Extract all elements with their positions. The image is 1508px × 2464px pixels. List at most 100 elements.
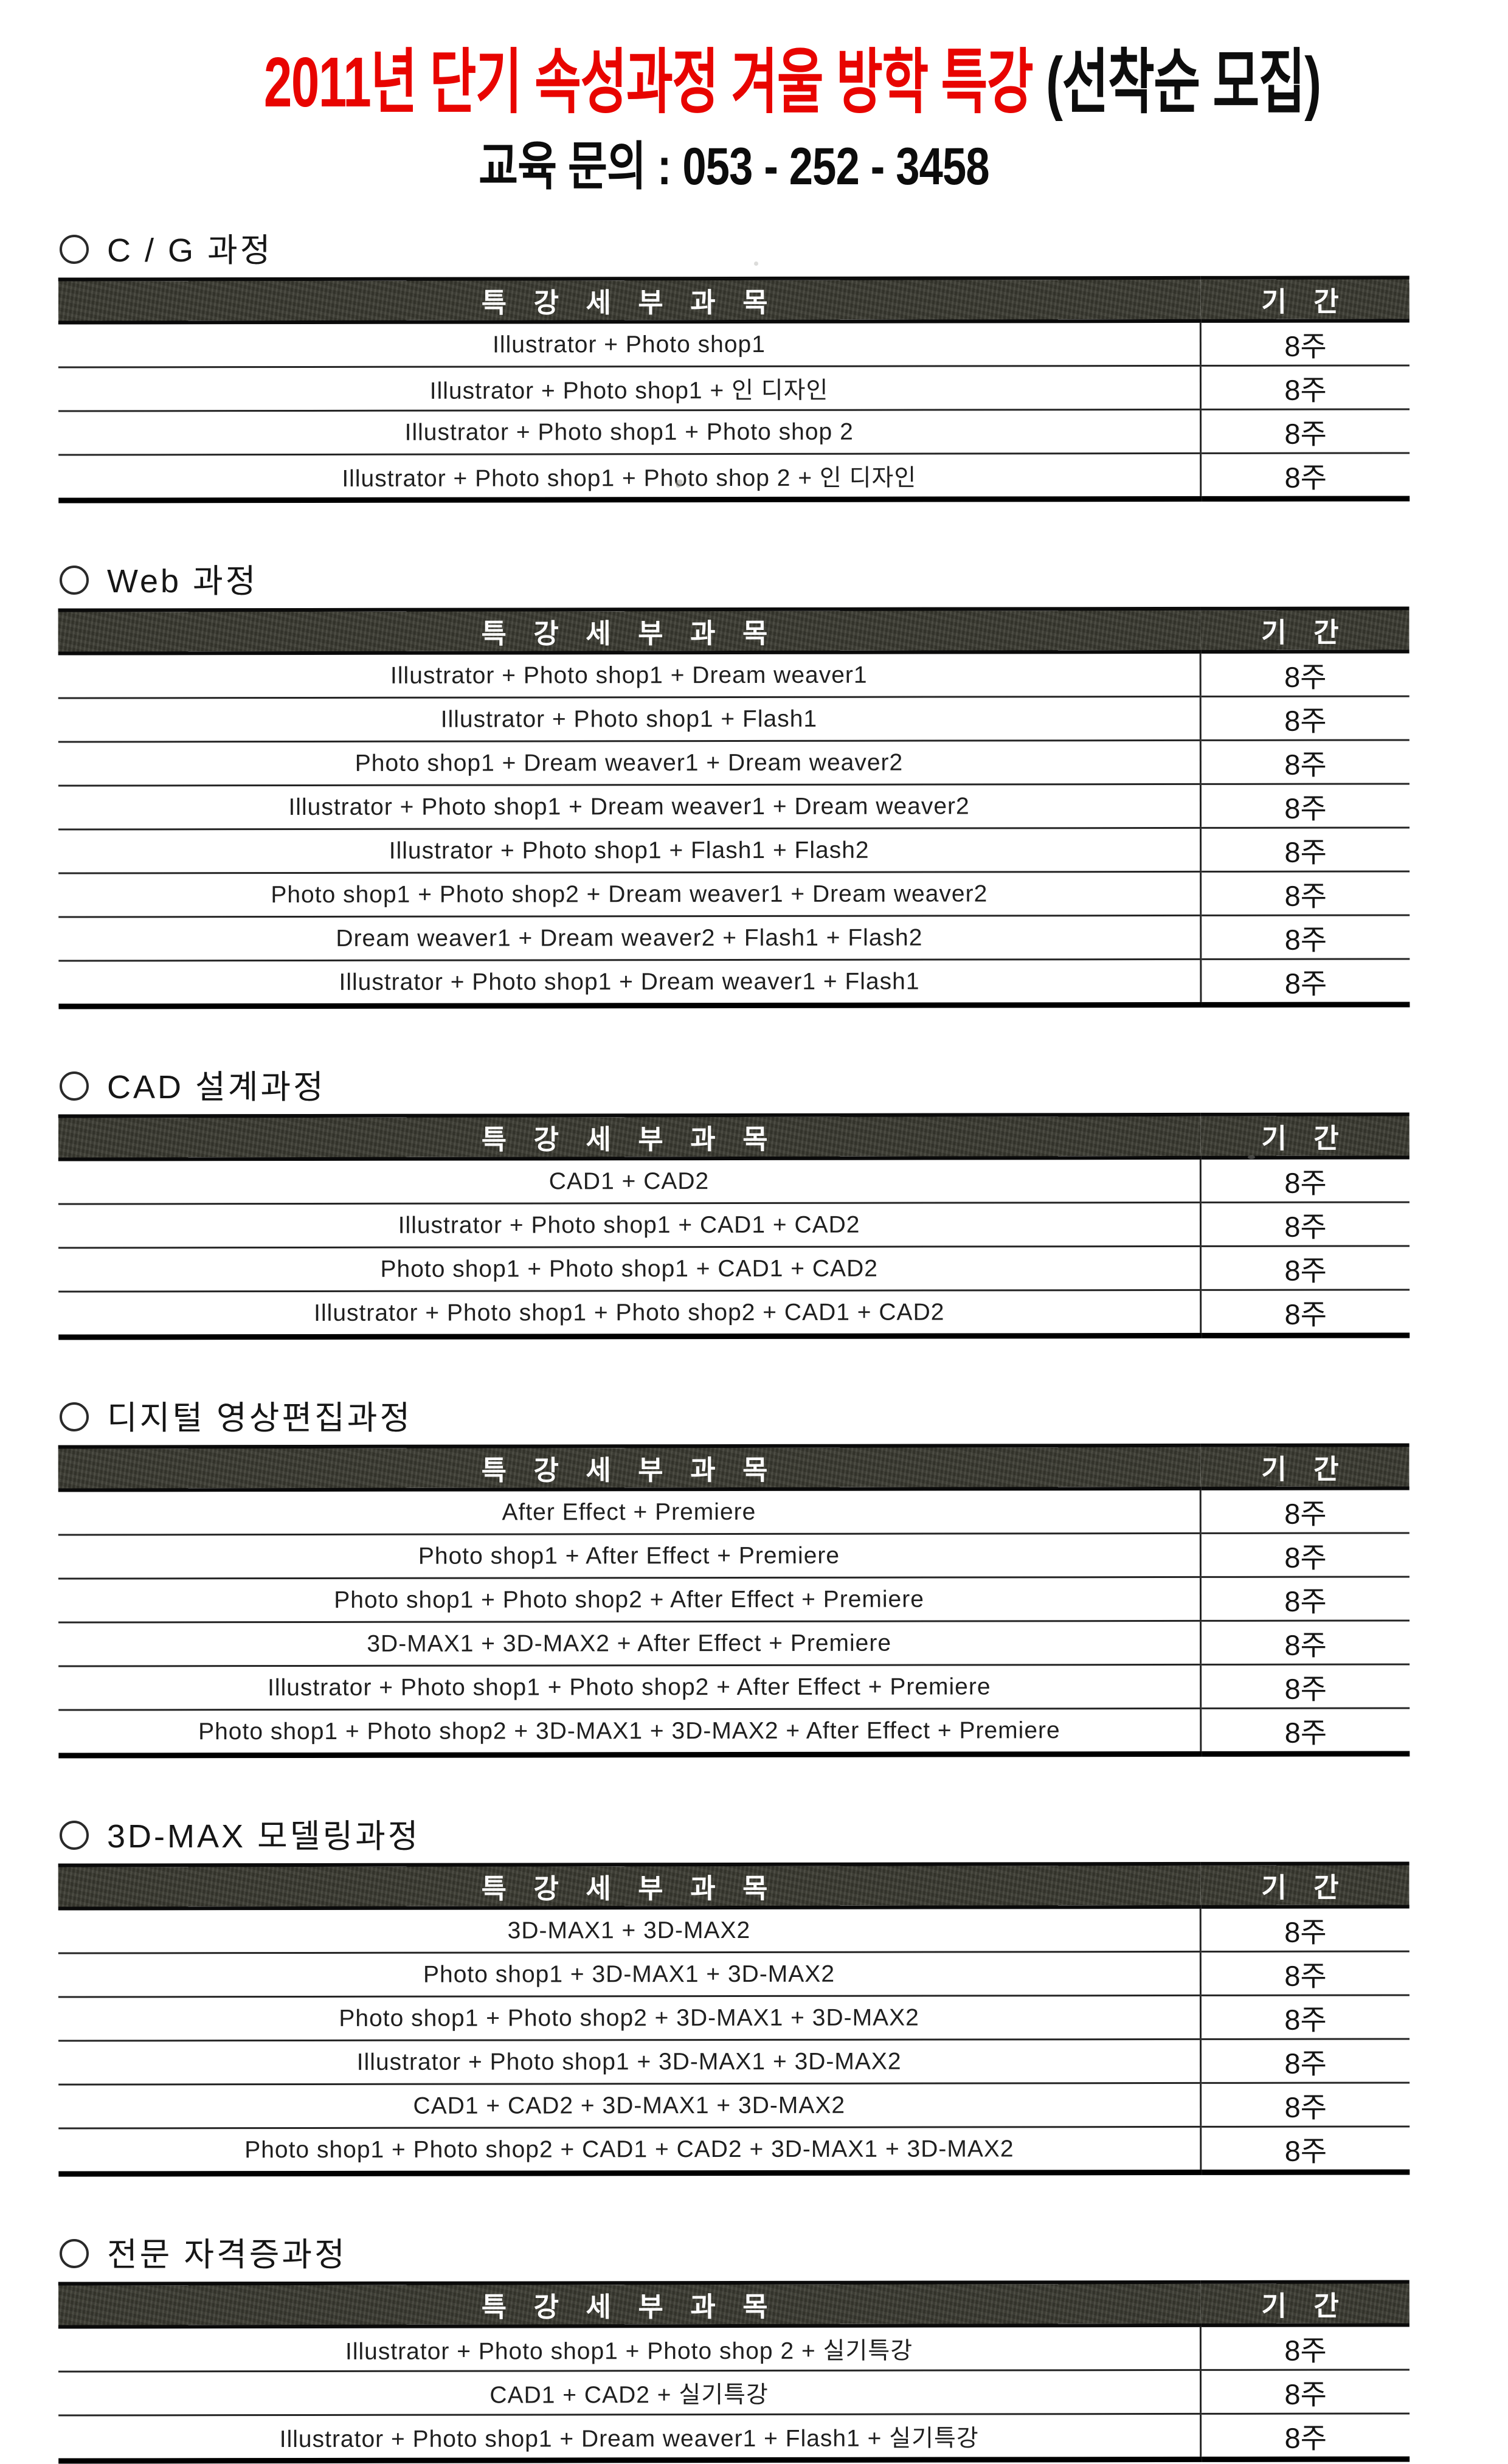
table-row: Photo shop1 + Photo shop2 + 3D-MAX1 + 3D… [58,1708,1410,1756]
course-table-cad: 특 강 세 부 과 목 기 간 CAD1 + CAD2 8주 Illustrato… [58,1112,1410,1340]
table-header-row: 특 강 세 부 과 목 기 간 [58,277,1409,323]
table-row: Illustrator + Photo shop1 + Flash1 + Fla… [58,827,1410,874]
course-table-digital-video: 특 강 세 부 과 목 기 간 After Effect + Premiere 8… [58,1443,1410,1758]
course-subject: Illustrator + Photo shop1 + Photo shop 2 [58,409,1201,455]
column-header-period: 기 간 [1200,1114,1409,1158]
table-header-row: 특 강 세 부 과 목 기 간 [58,1445,1409,1490]
course-subject: After Effect + Premiere [58,1488,1201,1535]
section-cg: C / G 과정 특 강 세 부 과 목 기 간 Illustrator + P… [58,232,1410,503]
course-period: 8주 [1200,1708,1410,1754]
course-period: 8주 [1200,2038,1410,2083]
course-subject: Illustrator + Photo shop1 + Photo shop2 … [58,1290,1201,1338]
course-period: 8주 [1200,871,1410,916]
table-header-row: 특 강 세 부 과 목 기 간 [58,1863,1409,1909]
table-row: 3D-MAX1 + 3D-MAX2 8주 [58,1906,1409,1954]
course-subject: Illustrator + Photo shop1 + Photo shop 2… [58,453,1201,501]
table-row: Illustrator + Photo shop1 + Photo shop 2… [58,452,1410,501]
course-period: 8주 [1200,1995,1410,2040]
table-row: Photo shop1 + After Effect + Premiere 8주 [58,1532,1409,1579]
table-row: CAD1 + CAD2 + 3D-MAX1 + 3D-MAX2 8주 [58,2082,1410,2129]
table-row: Illustrator + Photo shop1 + 3D-MAX1 + 3D… [58,2038,1410,2085]
table-row: Illustrator + Photo shop1 + Photo shop2 … [58,1664,1410,1711]
course-subject: CAD1 + CAD2 + 3D-MAX1 + 3D-MAX2 [58,2083,1201,2129]
course-subject: Photo shop1 + Photo shop1 + CAD1 + CAD2 [58,1246,1201,1292]
table-header-row: 특 강 세 부 과 목 기 간 [58,1114,1409,1160]
table-row: Illustrator + Photo shop1 + CAD1 + CAD2 8… [58,1202,1410,1248]
section-title: 3D-MAX 모델링과정 [58,1820,1409,1853]
column-header-subject: 특 강 세 부 과 목 [58,2282,1201,2327]
column-header-period: 기 간 [1200,277,1409,321]
circle-bullet-icon [60,566,89,595]
table-row: After Effect + Premiere 8주 [58,1488,1409,1535]
course-period: 8주 [1200,1202,1410,1247]
course-period: 8주 [1200,1620,1410,1665]
course-period: 8주 [1200,1906,1409,1952]
course-period: 8주 [1200,1245,1410,1290]
course-subject: Illustrator + Photo shop1 [58,320,1201,368]
section-title-text: C / G 과정 [107,232,273,269]
section-cad: CAD 설계과정 특 강 세 부 과 목 기 간 CAD1 + CAD2 8주 I… [58,1071,1410,1340]
course-period: 8주 [1201,958,1410,1005]
circle-bullet-icon [60,2239,89,2268]
table-row: Illustrator + Photo shop1 + Dream weaver… [58,651,1409,699]
table-row: Photo shop1 + Photo shop2 + CAD1 + CAD2 … [58,2126,1410,2175]
table-row: Illustrator + Photo shop1 + Flash1 8주 [58,696,1409,742]
table-row: Photo shop1 + Photo shop2 + Dream weaver… [58,871,1410,918]
column-header-subject: 특 강 세 부 과 목 [58,1445,1201,1490]
table-row: Illustrator + Photo shop1 + Dream weaver… [58,958,1410,1007]
course-table-certification: 특 강 세 부 과 목 기 간 Illustrator + Photo shop… [58,2280,1410,2463]
page-title: 2011년 단기 속성과정 겨울 방학 특강 (선착순 모집) [58,43,1409,128]
contact-phone-line: 교육 문의 : 053 - 252 - 3458 [58,139,1409,197]
course-subject: Photo shop1 + Dream weaver1 + Dream weav… [58,740,1201,786]
course-period: 8주 [1200,409,1410,454]
section-title: 디지털 영상편집과정 [58,1402,1409,1434]
course-subject: Photo shop1 + Photo shop2 + CAD1 + CAD2 … [58,2127,1202,2175]
course-subject: Photo shop1 + Photo shop2 + Dream weaver… [58,871,1201,918]
column-header-period: 기 간 [1200,2282,1409,2325]
course-period: 8주 [1200,452,1410,499]
section-title-text: Web 과정 [107,563,258,600]
course-period: 8주 [1200,2082,1410,2127]
table-row: Illustrator + Photo shop1 + Photo shop 2… [58,2325,1409,2372]
course-period: 8주 [1200,320,1409,366]
course-period: 8주 [1200,739,1409,784]
course-period: 8주 [1200,783,1410,828]
table-row: Dream weaver1 + Dream weaver2 + Flash1 +… [58,915,1410,961]
course-table-web: 특 강 세 부 과 목 기 간 Illustrator + Photo shop… [58,606,1410,1009]
course-subject: Photo shop1 + Photo shop2 + After Effect… [58,1577,1201,1623]
course-subject: Illustrator + Photo shop1 + Dream weaver… [58,2414,1201,2462]
table-row: Illustrator + Photo shop1 + 인 디자인 8주 [58,365,1410,412]
course-subject: Illustrator + Photo shop1 + Photo shop 2… [58,2325,1201,2372]
course-table-cg: 특 강 세 부 과 목 기 간 Illustrator + Photo shop… [58,275,1410,503]
section-title: 전문 자격증과정 [58,2238,1409,2271]
section-digital-video: 디지털 영상편집과정 특 강 세 부 과 목 기 간 After Effect … [58,1402,1410,1758]
course-subject: Illustrator + Photo shop1 + Dream weaver… [58,651,1201,699]
course-subject: Illustrator + Photo shop1 + Photo shop2 … [58,1664,1201,1711]
scan-speck [1248,1155,1255,1159]
column-header-period: 기 간 [1200,1445,1409,1489]
course-subject: Illustrator + Photo shop1 + Flash1 [58,696,1201,742]
course-subject: Photo shop1 + 3D-MAX1 + 3D-MAX2 [58,1951,1201,1998]
course-subject: Illustrator + Photo shop1 + 3D-MAX1 + 3D… [58,2039,1201,2085]
course-subject: Photo shop1 + After Effect + Premiere [58,1533,1201,1579]
course-period: 8주 [1200,365,1410,410]
course-subject: Illustrator + Photo shop1 + Dream weaver… [58,959,1202,1007]
course-subject: 3D-MAX1 + 3D-MAX2 [58,1906,1201,1954]
column-header-period: 기 간 [1200,1863,1409,1907]
column-header-subject: 특 강 세 부 과 목 [58,277,1201,323]
circle-bullet-icon [60,1402,89,1431]
table-row: Photo shop1 + Photo shop2 + 3D-MAX1 + 3D… [58,1995,1410,2041]
contact-phone-text: 교육 문의 : 053 - 252 - 3458 [479,137,989,196]
course-subject: 3D-MAX1 + 3D-MAX2 + After Effect + Premi… [58,1621,1201,1667]
section-title: Web 과정 [58,563,1409,600]
table-row: Illustrator + Photo shop1 + Photo shop 2… [58,409,1410,455]
page-title-red: 2011년 단기 속성과정 겨울 방학 특강 [263,43,1046,122]
table-row: Photo shop1 + Dream weaver1 + Dream weav… [58,739,1409,786]
course-period: 8주 [1200,2126,1410,2173]
table-row: Illustrator + Photo shop1 8주 [58,320,1409,368]
table-row: Illustrator + Photo shop1 + Dream weaver… [58,2413,1410,2462]
table-header-row: 특 강 세 부 과 목 기 간 [58,608,1409,654]
course-period: 8주 [1200,1532,1409,1577]
course-period: 8주 [1200,1289,1410,1336]
column-header-subject: 특 강 세 부 과 목 [58,608,1201,654]
